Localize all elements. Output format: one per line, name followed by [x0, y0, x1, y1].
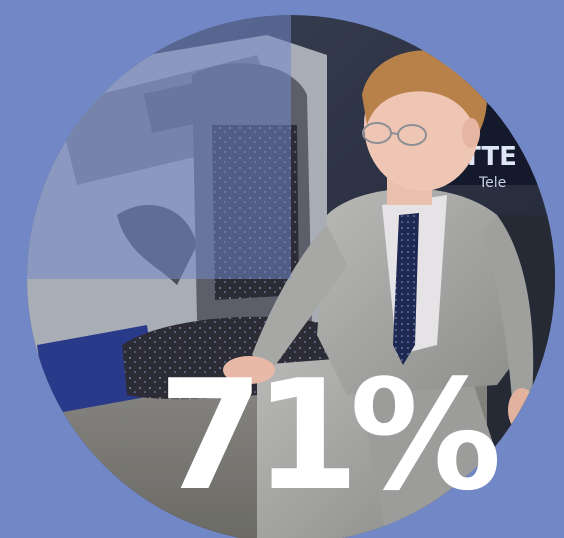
- percentage-stat: 71%: [158, 347, 502, 524]
- svg-text:Tele: Tele: [478, 175, 506, 191]
